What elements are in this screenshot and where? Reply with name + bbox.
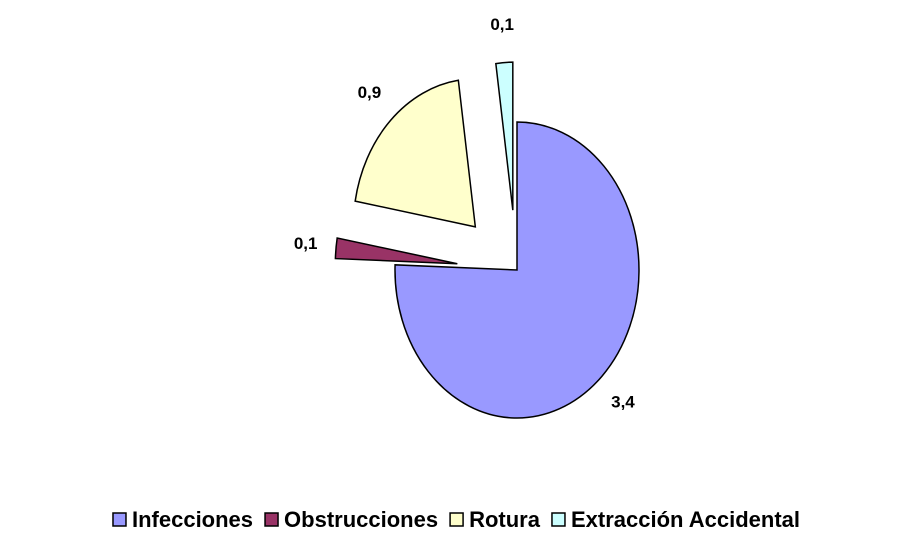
data-label: 3,4 — [611, 393, 635, 412]
legend-label: Rotura — [469, 507, 541, 532]
legend-label: Infecciones — [132, 507, 253, 532]
legend-swatch — [112, 512, 127, 527]
pie-slice — [334, 237, 458, 265]
legend-swatch — [551, 512, 566, 527]
pie-slice — [495, 61, 514, 211]
pie-slice — [394, 121, 640, 419]
pie-slice — [354, 79, 477, 228]
data-label: 0,1 — [490, 15, 514, 34]
data-label: 0,1 — [294, 234, 318, 253]
legend-swatch — [449, 512, 464, 527]
legend-swatch — [264, 512, 279, 527]
legend-label: Extracción Accidental — [571, 507, 800, 532]
legend-label: Obstrucciones — [284, 507, 438, 532]
data-label: 0,9 — [358, 83, 382, 102]
